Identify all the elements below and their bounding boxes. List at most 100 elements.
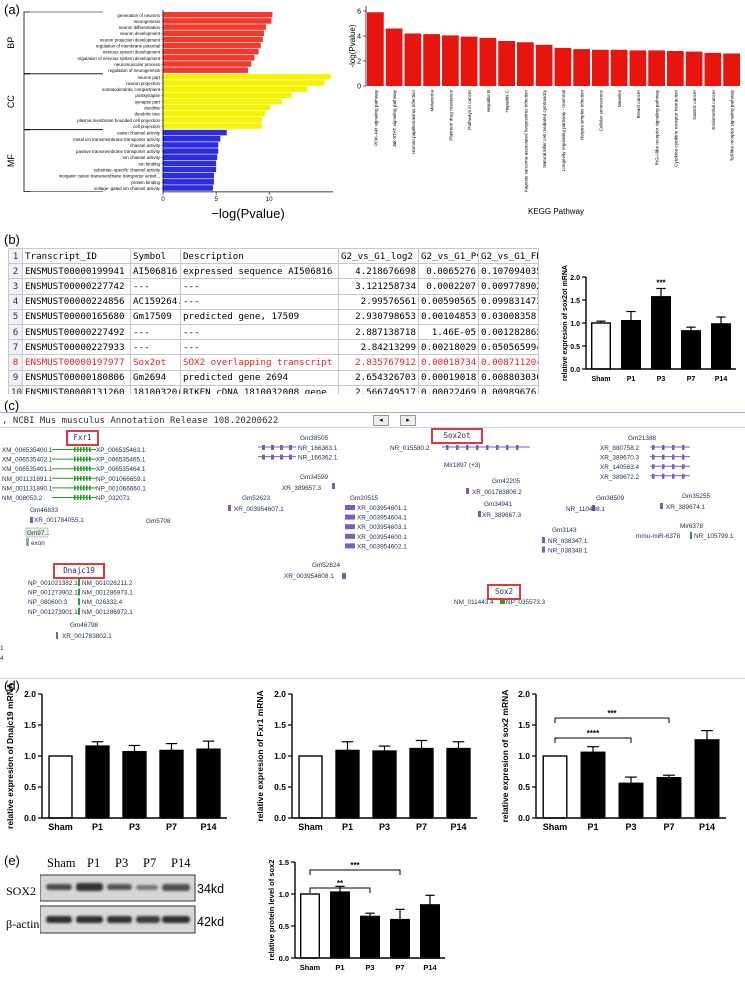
fxr1-exon bbox=[83, 485, 85, 491]
gm52624-label: Gm52624 bbox=[312, 562, 341, 569]
go-group-label: MF bbox=[6, 154, 16, 167]
sox2-label: Sox2 bbox=[494, 587, 514, 596]
sox2ot-exon bbox=[456, 445, 459, 450]
go-term-label: regulation of membrane potential bbox=[96, 44, 160, 49]
sox2ot-highlight: Sox2ot bbox=[431, 428, 483, 444]
gm34599-label: Gm34599 bbox=[300, 474, 329, 481]
go-term-label: synapse part bbox=[135, 99, 161, 104]
go-term-label: somatodendritic compartment bbox=[102, 87, 161, 92]
data-bar bbox=[409, 747, 434, 819]
gm52623-tx-label: XR_003954607.1 bbox=[234, 506, 284, 513]
kegg-pathway-label: Gastric cancer bbox=[692, 90, 697, 120]
sox2-tx-label: NM_011443.4 bbox=[454, 599, 494, 606]
x-tick-label: Sham bbox=[300, 963, 321, 972]
kegg-pathway-label: Natural killer cell mediated cytotoxicit… bbox=[542, 89, 547, 167]
fxr1-protein-label: XP_006535464.1 bbox=[96, 466, 146, 473]
kegg-y-tick-label: 2 bbox=[357, 59, 361, 66]
scroll-right-button[interactable]: ▸ bbox=[400, 415, 416, 426]
y-tick-label: 2.0 bbox=[274, 689, 286, 699]
x-tick-label: P3 bbox=[129, 822, 140, 832]
data-bar bbox=[420, 904, 441, 959]
data-bar bbox=[694, 739, 720, 819]
fxr1-exon bbox=[86, 475, 88, 481]
sox2-highlight: Sox2 bbox=[487, 584, 521, 600]
data-bar bbox=[335, 749, 360, 819]
go-bar bbox=[163, 129, 227, 136]
go-term-label: neurogenesis bbox=[134, 19, 161, 24]
gm38505-tx-label: NR_166363.1 bbox=[298, 445, 338, 452]
kegg-pathway-label: Human papillomavirus infection bbox=[411, 90, 416, 154]
fxr1-exon bbox=[77, 466, 79, 472]
kegg-y-tick-label: 6 bbox=[357, 9, 361, 16]
go-term-label: neuron part bbox=[138, 75, 161, 80]
go-term-label: generation of neurons bbox=[117, 13, 161, 18]
dnajc19-exon bbox=[78, 598, 80, 606]
y-axis-label: relative expresion of sox2ot mRNA bbox=[562, 265, 569, 381]
fxr1-transcript-label: NM_008053.2 bbox=[2, 495, 43, 502]
mir6378-tx-label: mmu-miR-6378 bbox=[636, 533, 680, 540]
dnajc19-protein-label: NP_001273902.1 bbox=[28, 590, 78, 597]
edge-label: 1 bbox=[0, 645, 4, 652]
data-bar bbox=[656, 777, 682, 819]
y-tick-label: 1.0 bbox=[570, 321, 580, 328]
y-axis-label: relative expresion of Dnajc19 mRNA bbox=[5, 683, 15, 829]
kegg-pathway-label: Herpes simplex infection bbox=[580, 90, 585, 140]
table-row-number: 5 bbox=[8, 308, 23, 325]
deg-table-container: 1 Transcript_ID Symbol Description G2_vs… bbox=[8, 248, 556, 394]
fxr1-exon bbox=[80, 485, 82, 491]
x-tick-label: P14 bbox=[450, 822, 466, 832]
table-row: 10 ENSMUST00000131260 18100320(RIKEN cDNA … bbox=[8, 384, 539, 394]
table-row: 5 ENSMUST00000165680 Gm17509 predicted gene… bbox=[8, 308, 539, 325]
gm38509-tx-label: NR_110408.1 bbox=[566, 506, 605, 513]
kegg-bar bbox=[685, 51, 703, 86]
go-x-tick-label: 0 bbox=[161, 197, 165, 203]
fxr1-exon bbox=[89, 447, 91, 452]
go-term-label: nervous system development bbox=[103, 50, 161, 55]
y-tick-label: 0.5 bbox=[570, 344, 580, 351]
sox2ot-exon bbox=[466, 445, 469, 450]
y-tick-label: 2.0 bbox=[24, 689, 36, 699]
go-bar bbox=[163, 123, 262, 129]
y-tick-label: 1.5 bbox=[279, 858, 289, 867]
fxr1-exon bbox=[77, 485, 79, 491]
gm35255-label: Gm35255 bbox=[682, 493, 711, 500]
gm21388-exon bbox=[682, 454, 685, 460]
go-bar bbox=[163, 172, 214, 179]
go-term-label: voltage−gated ion channel activity bbox=[94, 186, 161, 191]
fxr1-exon bbox=[89, 466, 91, 472]
y-tick-label: 0.0 bbox=[279, 954, 289, 963]
data-bar bbox=[122, 750, 147, 819]
data-bar bbox=[48, 755, 73, 819]
dnajc19-protein-label: NP_001021382.1 bbox=[28, 580, 78, 587]
ncbi-gene-track: XM_006535400.1 XM_006535402.1 XM_006535401… bbox=[0, 435, 734, 662]
kegg-bar bbox=[723, 53, 740, 86]
table-row-number: 8 bbox=[8, 354, 23, 371]
sox2-protein-label: NP_035573.3 bbox=[506, 599, 546, 606]
x-tick-label: P1 bbox=[627, 376, 636, 383]
significance-bracket bbox=[554, 737, 632, 743]
gm38505-exon bbox=[271, 445, 274, 450]
gm21388-tx-label: XR_140563.4 bbox=[600, 464, 640, 471]
x-tick-label: Sham bbox=[591, 376, 610, 383]
fxr1-transcript-label: NM_001131891.1 bbox=[2, 476, 53, 483]
y-tick-label: 1.5 bbox=[274, 720, 286, 730]
scroll-left-button[interactable]: ◂ bbox=[373, 415, 389, 426]
y-axis-label: relative expresion of Fxr1 mRNA bbox=[255, 690, 265, 821]
go-bar bbox=[163, 61, 252, 67]
fxr1-exon bbox=[74, 495, 76, 500]
x-tick-label: P3 bbox=[625, 822, 636, 832]
blot-row-label-sox2: SOX2 bbox=[6, 884, 37, 898]
kegg-pathway-label: Melanoma bbox=[430, 90, 435, 112]
kegg-pathway-label: Cytokine-cytokine receptor interaction bbox=[673, 90, 678, 167]
go-bar bbox=[163, 86, 308, 92]
gm3143-exon bbox=[542, 537, 545, 543]
go-bar bbox=[163, 179, 214, 185]
gm46798-tx-label: XR_001783802.1 bbox=[62, 633, 112, 640]
go-term-label: neuromuscular process bbox=[114, 62, 160, 67]
fxr1-exon bbox=[74, 447, 76, 452]
kegg-bar bbox=[592, 49, 609, 86]
dnajc19-protein-label: NP_001273901.1 bbox=[28, 609, 78, 616]
go-bar bbox=[163, 104, 271, 111]
fxr1-exon bbox=[74, 485, 76, 491]
dnajc19-protein-label: NP_080600.3 bbox=[28, 599, 68, 606]
